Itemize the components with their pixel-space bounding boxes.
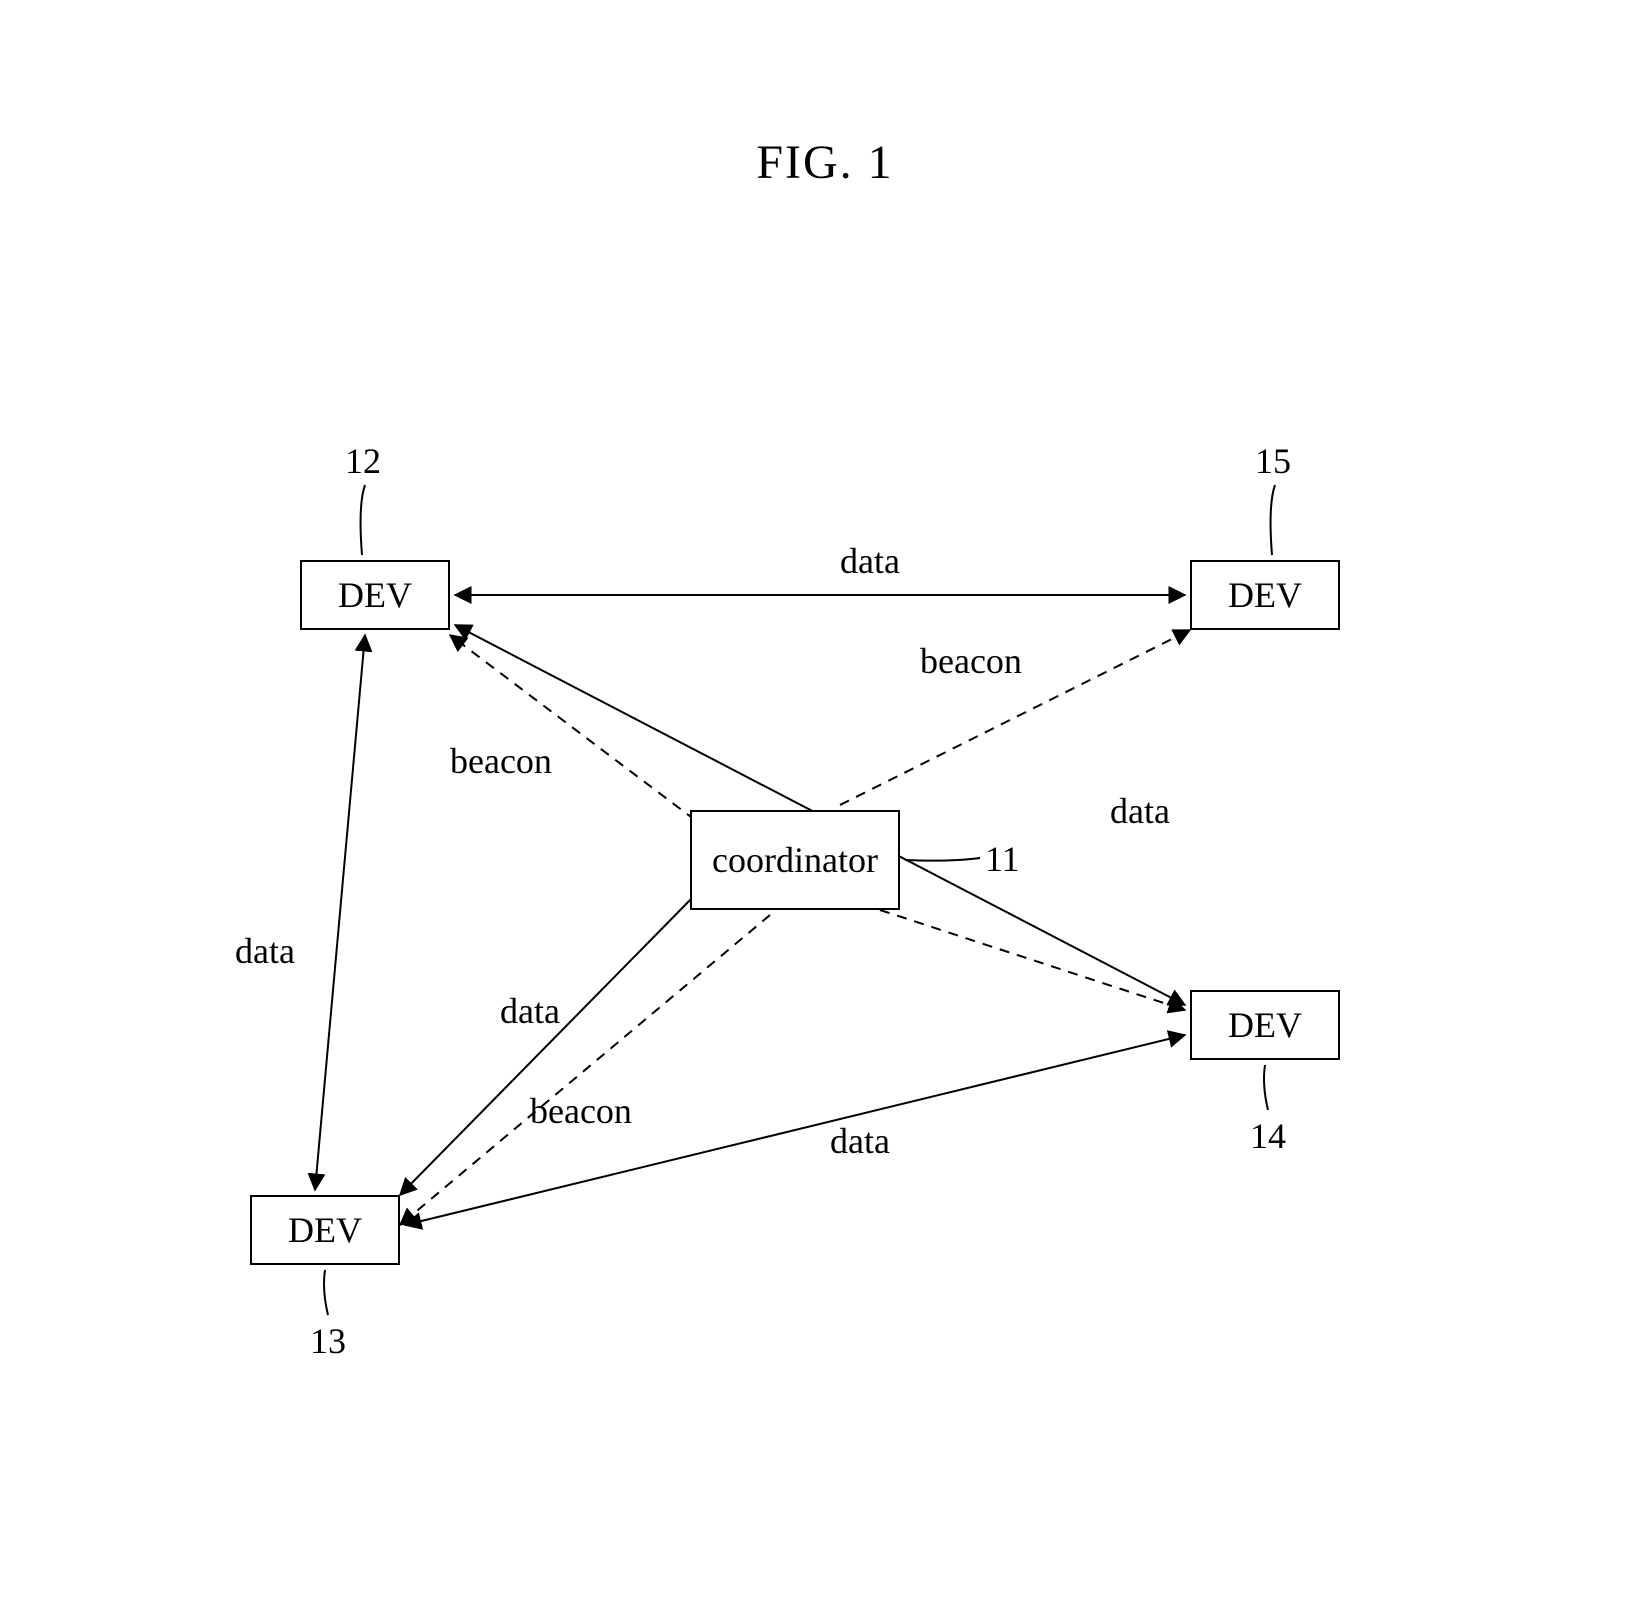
node-label: DEV — [338, 574, 412, 616]
node-dev-13: DEV — [250, 1195, 400, 1265]
node-dev-12: DEV — [300, 560, 450, 630]
leader-15 — [1271, 485, 1275, 555]
node-dev-14: DEV — [1190, 990, 1340, 1060]
node-label: coordinator — [712, 839, 878, 881]
node-label: DEV — [288, 1209, 362, 1251]
node-dev-15: DEV — [1190, 560, 1340, 630]
node-coordinator: coordinator — [690, 810, 900, 910]
node-label: DEV — [1228, 574, 1302, 616]
leader-13 — [324, 1270, 328, 1315]
leader-11 — [905, 858, 980, 861]
node-label: DEV — [1228, 1004, 1302, 1046]
leader-12 — [361, 485, 365, 555]
leader-14 — [1264, 1065, 1268, 1110]
